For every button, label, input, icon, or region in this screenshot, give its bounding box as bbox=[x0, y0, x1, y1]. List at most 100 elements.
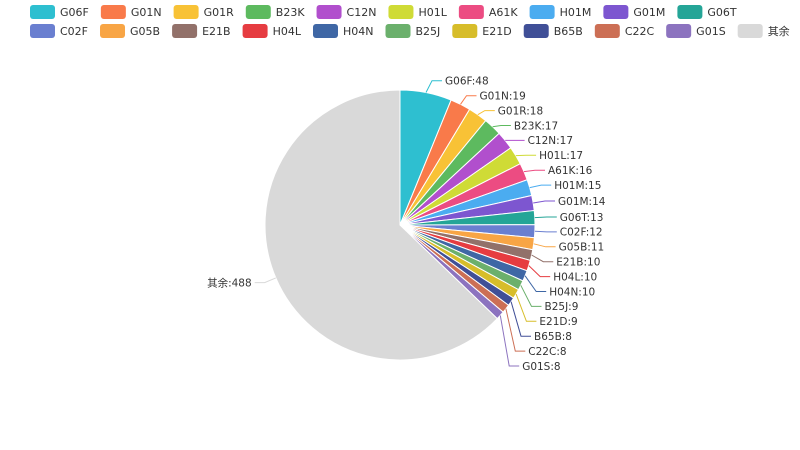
legend-swatch bbox=[316, 5, 342, 19]
slice-label-g01s: G01S:8 bbox=[522, 361, 560, 373]
slice-label-c02f: C02F:12 bbox=[560, 227, 603, 239]
slice-label-e21d: E21D:9 bbox=[539, 316, 577, 328]
legend-label: G06T bbox=[707, 6, 737, 19]
slice-label-g01r: G01R:18 bbox=[498, 105, 543, 117]
leader-line-b25j bbox=[520, 285, 542, 307]
slice-label-b65b: B65B:8 bbox=[534, 331, 572, 343]
legend-item-other-20[interactable]: 其余 bbox=[737, 24, 790, 38]
legend-swatch bbox=[529, 5, 555, 19]
legend-item-h04l[interactable]: H04L bbox=[242, 24, 302, 38]
legend-swatch bbox=[677, 5, 703, 19]
legend-item-g05b[interactable]: G05B bbox=[100, 24, 160, 38]
legend-label: G05B bbox=[130, 25, 160, 38]
slice-label-other-20: 其余:488 bbox=[207, 276, 252, 289]
legend-swatch bbox=[242, 24, 268, 38]
legend-label: H01M bbox=[560, 6, 592, 19]
leader-line-c02f bbox=[534, 230, 557, 233]
slice-label-g05b: G05B:11 bbox=[559, 242, 605, 254]
legend-label: B65B bbox=[554, 25, 583, 38]
legend-item-g01s[interactable]: G01S bbox=[666, 24, 726, 38]
leader-line-b23k bbox=[492, 125, 511, 128]
legend-item-a61k[interactable]: A61K bbox=[458, 5, 519, 19]
legend-swatch bbox=[173, 5, 199, 19]
legend-label: G01S bbox=[696, 25, 726, 38]
legend-swatch bbox=[245, 5, 271, 19]
legend-swatch bbox=[523, 24, 549, 38]
legend-swatch bbox=[30, 24, 55, 38]
legend-item-h01l[interactable]: H01L bbox=[388, 5, 448, 19]
leader-line-g01m bbox=[533, 200, 555, 204]
legend-label: A61K bbox=[489, 6, 519, 19]
slice-labels: G06F:48 G01N:19 G01R:18 B23K:17 C12N:17 H01L:… bbox=[207, 76, 606, 373]
leader-line-c22c bbox=[505, 308, 526, 352]
legend-label: C12N bbox=[347, 6, 377, 19]
legend-item-g06t[interactable]: G06T bbox=[677, 5, 737, 19]
leader-line-h04n bbox=[524, 275, 547, 292]
legend-label: G01R bbox=[204, 6, 235, 19]
legend-swatch bbox=[30, 5, 55, 19]
legend-label: C22C bbox=[625, 25, 655, 38]
pie-slices bbox=[264, 89, 536, 361]
legend-item-e21d[interactable]: E21D bbox=[452, 24, 512, 38]
legend-swatch bbox=[172, 24, 198, 38]
slice-label-e21b: E21B:10 bbox=[556, 257, 600, 269]
legend-label: H01L bbox=[418, 6, 447, 19]
legend-swatch bbox=[452, 24, 478, 38]
legend-swatch bbox=[313, 24, 338, 38]
legend-item-b25j[interactable]: B25J bbox=[385, 24, 441, 38]
legend-label: G06F bbox=[60, 6, 89, 19]
slice-label-g06f: G06F:48 bbox=[445, 76, 489, 88]
slice-label-b23k: B23K:17 bbox=[514, 120, 558, 132]
legend-swatch bbox=[100, 24, 126, 38]
legend-item-h01m[interactable]: H01M bbox=[529, 5, 592, 19]
legend-item-e21b[interactable]: E21B bbox=[172, 24, 231, 38]
legend-label: E21B bbox=[202, 25, 231, 38]
slice-label-c22c: C22C:8 bbox=[528, 346, 566, 358]
legend-swatch bbox=[385, 24, 411, 38]
legend-item-g01n[interactable]: G01N bbox=[100, 5, 162, 19]
legend-item-g01m[interactable]: G01M bbox=[603, 5, 665, 19]
legend-swatch bbox=[603, 5, 629, 19]
legend-item-c12n[interactable]: C12N bbox=[316, 5, 377, 19]
slice-label-h04n: H04N:10 bbox=[549, 286, 595, 298]
legend-item-b23k[interactable]: B23K bbox=[245, 5, 306, 19]
legend-label: B25J bbox=[416, 25, 441, 38]
legend-item-c22c[interactable]: C22C bbox=[594, 24, 655, 38]
leader-line-h01m bbox=[529, 184, 552, 189]
legend-label: 其余 bbox=[768, 24, 790, 38]
slice-label-g01m: G01M:14 bbox=[558, 196, 606, 208]
legend-label: G01M bbox=[633, 6, 665, 19]
legend-swatch bbox=[388, 5, 414, 19]
pie-slice-other-20[interactable] bbox=[264, 89, 498, 361]
slice-label-g01n: G01N:19 bbox=[480, 91, 526, 103]
leader-line-h04l bbox=[528, 265, 551, 278]
legend-label: H04N bbox=[343, 25, 374, 38]
legend-label: E21D bbox=[482, 25, 511, 38]
slice-label-b25j: B25J:9 bbox=[545, 301, 579, 313]
legend-label: G01N bbox=[131, 6, 162, 19]
leader-line-a61k bbox=[523, 169, 545, 173]
legend-item-c02f[interactable]: C02F bbox=[30, 24, 88, 38]
slice-label-c12n: C12N:17 bbox=[528, 135, 573, 147]
legend-item-h04n[interactable]: H04N bbox=[313, 24, 374, 38]
slice-label-g06t: G06T:13 bbox=[560, 212, 604, 224]
legend-item-g06f[interactable]: G06F bbox=[30, 5, 89, 19]
leader-lines bbox=[254, 80, 557, 367]
legend-swatch bbox=[100, 5, 126, 19]
legend-item-g01r[interactable]: G01R bbox=[173, 5, 235, 19]
legend: G06F G01N G01R B23K C12N H01L A61K H01M G01M G06T… bbox=[30, 5, 790, 38]
leader-line-g01n bbox=[460, 95, 477, 105]
legend-label: B23K bbox=[276, 6, 306, 19]
slice-label-a61k: A61K:16 bbox=[548, 165, 593, 177]
legend-item-b65b[interactable]: B65B bbox=[523, 24, 583, 38]
slice-label-h04l: H04L:10 bbox=[553, 271, 597, 283]
leader-line-g06f bbox=[425, 80, 442, 93]
legend-swatch bbox=[594, 24, 620, 38]
leader-line-g05b bbox=[533, 243, 556, 248]
legend-swatch bbox=[737, 24, 763, 38]
leader-line-e21b bbox=[531, 254, 554, 263]
legend-swatch bbox=[458, 5, 484, 19]
leader-line-g01r bbox=[477, 110, 495, 116]
slice-label-h01l: H01L:17 bbox=[539, 150, 583, 162]
